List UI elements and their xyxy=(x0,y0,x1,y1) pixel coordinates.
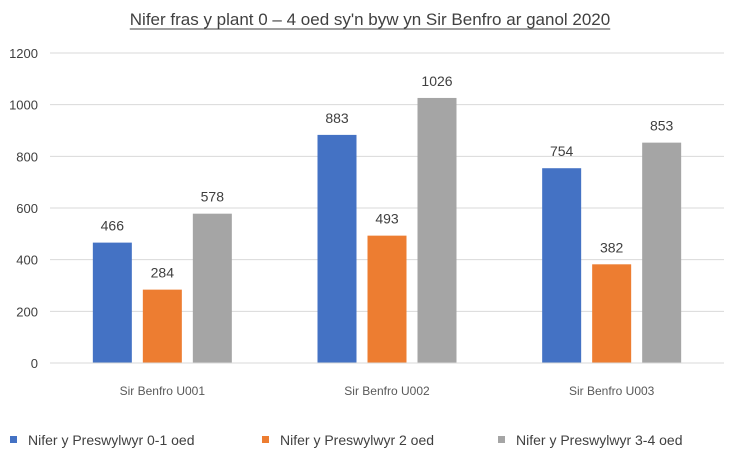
bar xyxy=(642,142,682,363)
y-tick-label: 1200 xyxy=(9,46,38,61)
y-tick-label: 800 xyxy=(16,149,38,164)
bar xyxy=(542,168,582,363)
bar xyxy=(417,97,457,363)
data-label: 466 xyxy=(101,218,125,234)
bar xyxy=(367,235,407,363)
legend-label: Nifer y Preswylwyr 0-1 oed xyxy=(28,432,195,448)
legend-label: Nifer y Preswylwyr 3-4 oed xyxy=(516,432,683,448)
legend-swatch xyxy=(262,436,269,443)
data-label: 754 xyxy=(550,143,574,159)
axes: 0 200 400 600 800 1000 1200 Sir Benfro U001 Sir … xyxy=(9,46,724,398)
data-label: 578 xyxy=(201,189,225,205)
y-tick-label: 600 xyxy=(16,201,38,216)
bars xyxy=(92,97,682,363)
data-labels: 466 284 578 883 493 1026 754 382 853 xyxy=(101,73,674,281)
bar xyxy=(92,242,132,363)
data-label: 1026 xyxy=(421,73,452,89)
y-tick-label: 400 xyxy=(16,253,38,268)
bar xyxy=(142,289,182,363)
y-tick-label: 0 xyxy=(31,356,38,371)
bar xyxy=(317,134,357,363)
data-label: 493 xyxy=(375,211,399,227)
legend-swatch xyxy=(498,436,505,443)
legend-label: Nifer y Preswylwyr 2 oed xyxy=(280,432,434,448)
legend: Nifer y Preswylwyr 0-1 oed Nifer y Preswy… xyxy=(10,432,683,448)
data-label: 382 xyxy=(600,239,624,255)
bar xyxy=(192,213,232,363)
x-category-label: Sir Benfro U002 xyxy=(344,384,430,398)
chart-title: Nifer fras y plant 0 – 4 oed sy'n byw yn… xyxy=(130,10,610,29)
bar xyxy=(592,264,632,363)
y-tick-label: 200 xyxy=(16,304,38,319)
y-tick-label: 1000 xyxy=(9,98,38,113)
legend-swatch xyxy=(10,436,17,443)
data-label: 284 xyxy=(151,265,175,281)
data-label: 883 xyxy=(325,110,349,126)
data-label: 853 xyxy=(650,118,674,134)
x-category-label: Sir Benfro U003 xyxy=(569,384,655,398)
x-category-label: Sir Benfro U001 xyxy=(120,384,206,398)
